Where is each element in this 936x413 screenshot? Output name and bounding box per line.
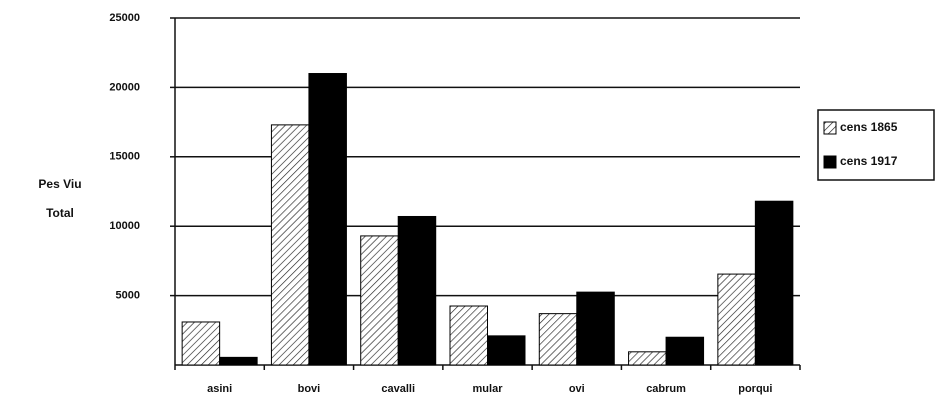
legend-label: cens 1865 <box>840 120 898 134</box>
bar <box>270 124 310 366</box>
legend-box <box>817 109 935 181</box>
bar <box>449 305 488 366</box>
bar <box>538 313 578 366</box>
legend-label: cens 1917 <box>840 154 898 168</box>
bar <box>628 351 667 366</box>
x-tick-label: ovi <box>569 383 585 395</box>
bar <box>308 73 347 366</box>
y-axis-label: Total <box>46 206 74 220</box>
bar <box>717 273 756 366</box>
bar <box>754 200 794 366</box>
x-tick-label: asini <box>207 383 232 395</box>
y-tick-label: 10000 <box>109 220 140 232</box>
legend-swatch <box>823 155 837 169</box>
bar <box>397 215 437 366</box>
bar <box>219 356 258 366</box>
y-tick-label: 15000 <box>109 151 140 163</box>
bar <box>665 336 705 366</box>
x-tick-label: bovi <box>298 383 321 395</box>
x-tick-label: cavalli <box>381 383 415 395</box>
bar <box>576 291 615 366</box>
y-tick-label: 20000 <box>109 81 140 93</box>
x-tick-label: mular <box>473 383 504 395</box>
x-tick-label: porqui <box>738 383 772 395</box>
y-tick-label: 25000 <box>109 12 140 24</box>
y-tick-label: 5000 <box>116 290 140 302</box>
bar <box>487 335 526 366</box>
legend-swatch <box>823 121 837 135</box>
bar <box>181 321 221 366</box>
y-axis-label: Pes Viu <box>38 177 81 191</box>
bar <box>360 235 399 366</box>
x-tick-label: cabrum <box>646 383 686 395</box>
